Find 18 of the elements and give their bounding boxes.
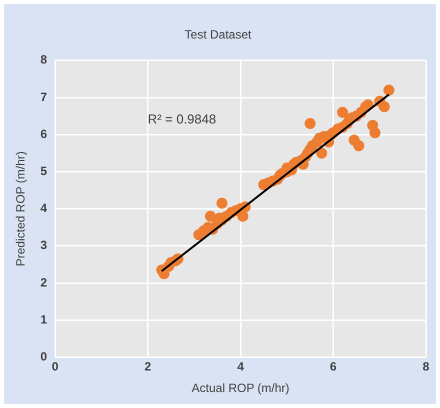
x-tick-label: 4 xyxy=(237,360,244,374)
x-tick-label: 2 xyxy=(144,360,152,374)
y-tick-label: 7 xyxy=(40,90,48,104)
y-tick-label: 1 xyxy=(40,312,48,326)
x-tick-label: 6 xyxy=(330,360,337,374)
x-tick-label: 8 xyxy=(422,360,430,374)
y-tick-label: 4 xyxy=(40,201,48,216)
y-tick-label: 0 xyxy=(40,350,48,364)
y-tick-label: 2 xyxy=(40,275,48,290)
annotation: R² = 0.9848 xyxy=(148,111,216,126)
y-tick-label: 6 xyxy=(40,126,48,141)
chart-title: Test Dataset xyxy=(184,28,252,42)
x-tick-label: 0 xyxy=(52,360,59,374)
y-tick-label: 5 xyxy=(40,164,48,178)
x-axis-title: Actual ROP (m/hr) xyxy=(192,381,290,396)
y-tick-label: 3 xyxy=(40,238,48,252)
y-axis-title: Predicted ROP (m/hr) xyxy=(14,151,28,266)
y-tick-label: 8 xyxy=(40,52,48,67)
